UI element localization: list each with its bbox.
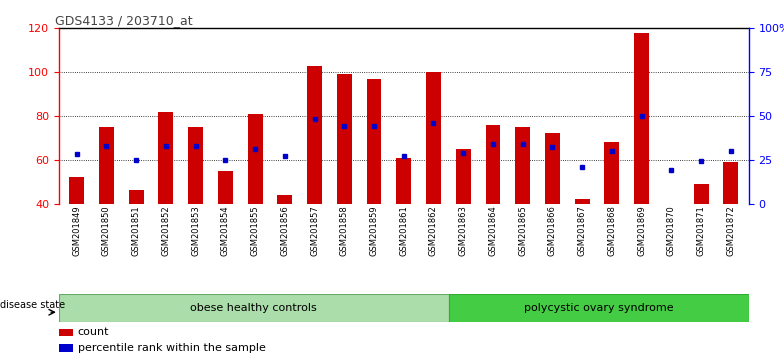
Bar [99, 127, 114, 204]
Text: GDS4133 / 203710_at: GDS4133 / 203710_at [56, 14, 193, 27]
Bar [397, 158, 411, 204]
Text: polycystic ovary syndrome: polycystic ovary syndrome [524, 303, 673, 313]
Bar [545, 133, 560, 204]
Bar [337, 74, 352, 204]
Bar [634, 33, 649, 204]
Bar [59, 294, 448, 322]
Bar [694, 184, 709, 204]
Bar [188, 127, 203, 204]
Bar [69, 177, 84, 204]
Bar [724, 162, 739, 204]
Text: obese healthy controls: obese healthy controls [191, 303, 318, 313]
Bar [59, 329, 73, 336]
Bar [448, 294, 749, 322]
Text: percentile rank within the sample: percentile rank within the sample [78, 343, 266, 353]
Bar [218, 171, 233, 204]
Bar [575, 199, 590, 204]
Bar [485, 125, 500, 204]
Bar [367, 79, 382, 204]
Bar [158, 112, 173, 204]
Bar [59, 344, 73, 353]
Bar [278, 195, 292, 204]
Bar [604, 142, 619, 204]
Text: disease state: disease state [0, 299, 65, 310]
Text: count: count [78, 327, 109, 337]
Bar [456, 149, 470, 204]
Bar [307, 65, 322, 204]
Bar [248, 114, 263, 204]
Bar [129, 190, 143, 204]
Bar [426, 72, 441, 204]
Bar [515, 127, 530, 204]
